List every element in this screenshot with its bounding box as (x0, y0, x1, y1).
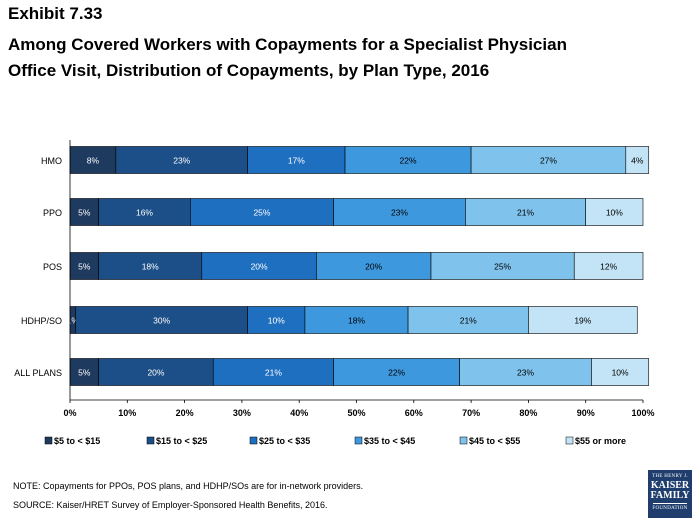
legend-label: $25 to < $35 (259, 436, 310, 446)
x-tick-label: 0% (63, 408, 76, 418)
bar-segment (247, 146, 346, 174)
legend-label: $35 to < $45 (364, 436, 415, 446)
bar-segment (470, 146, 627, 174)
legend-swatch (44, 436, 53, 445)
bar-segment (528, 306, 638, 334)
data-label: 20% (147, 368, 164, 378)
data-label: 18% (142, 262, 159, 272)
data-label: 17% (288, 156, 305, 166)
x-tick-label: 70% (462, 408, 480, 418)
legend-swatch (354, 436, 363, 445)
data-label: 5% (78, 368, 91, 378)
data-label: 23% (391, 208, 408, 218)
bar-segment (625, 146, 650, 174)
bar-segment (212, 358, 334, 386)
data-label: 27% (540, 156, 557, 166)
data-label: 25% (494, 262, 511, 272)
data-label: 30% (153, 316, 170, 326)
data-label: 5% (78, 262, 91, 272)
x-tick-label: 90% (577, 408, 595, 418)
data-label: 23% (517, 368, 534, 378)
data-label: 10% (268, 316, 285, 326)
bar-segment (573, 252, 644, 280)
chart-title: Among Covered Workers with Copayments fo… (8, 35, 567, 80)
data-label: 5% (78, 208, 91, 218)
data-label: 19% (574, 316, 591, 326)
logo-line-2: KAISER (650, 480, 690, 491)
x-tick-label: 10% (118, 408, 136, 418)
category-label: HMO (41, 156, 62, 166)
data-label: 21% (265, 368, 282, 378)
data-label: 22% (400, 156, 417, 166)
bar-segment (407, 306, 529, 334)
bar-segment (316, 252, 432, 280)
bar-segment (75, 306, 248, 334)
category-label: ALL PLANS (14, 368, 62, 378)
data-label: 10% (612, 368, 629, 378)
x-tick-label: 80% (519, 408, 537, 418)
category-label: HDHP/SO (21, 316, 62, 326)
chart-note: NOTE: Copayments for PPOs, POS plans, an… (13, 481, 364, 491)
data-label: 20% (251, 262, 268, 272)
category-label: POS (43, 262, 62, 272)
data-label: 10% (606, 208, 623, 218)
category-label: PPO (43, 208, 62, 218)
bar-segment (201, 252, 317, 280)
legend-label: $45 to < $55 (469, 436, 520, 446)
bar-segment (190, 198, 334, 226)
x-tick-label: 30% (233, 408, 251, 418)
data-label: 4% (631, 156, 644, 166)
chart-source: SOURCE: Kaiser/HRET Survey of Employer-S… (13, 500, 328, 510)
data-label: 20% (365, 262, 382, 272)
data-label: 21% (517, 208, 534, 218)
logo-line-1: THE HENRY J. (652, 474, 688, 479)
legend-label: $55 or more (575, 436, 626, 446)
data-label: 23% (173, 156, 190, 166)
data-label: 16% (136, 208, 153, 218)
legend-label: $15 to < $25 (156, 436, 207, 446)
bar-segment (465, 198, 586, 226)
logo-line-3: FAMILY (650, 490, 690, 501)
x-tick-label: 100% (631, 408, 654, 418)
logo-line-4: FOUNDATION (652, 506, 688, 511)
bar-segment (459, 358, 592, 386)
data-label: 21% (460, 316, 477, 326)
bar-segment (591, 358, 650, 386)
bar-segment (430, 252, 575, 280)
bar-segment (98, 198, 191, 226)
stacked-bar-chart: HMO PPO POS HDHP/SO ALL PLANS 8% 23% 17% 22% 27% 4… (14, 140, 655, 446)
x-tick-label: 60% (405, 408, 423, 418)
data-label: 18% (348, 316, 365, 326)
x-tick-label: 20% (176, 408, 194, 418)
exhibit-number: Exhibit 7.33 (8, 4, 103, 23)
data-label: 8% (87, 156, 100, 166)
data-label: 22% (388, 368, 405, 378)
data-label: 25% (253, 208, 270, 218)
bar-segment (247, 306, 306, 334)
data-label: 12% (600, 262, 617, 272)
bar-segment (98, 252, 203, 280)
legend-swatch (249, 436, 258, 445)
kff-logo: THE HENRY J. KAISER FAMILY FOUNDATION (648, 470, 692, 518)
x-tick-label: 40% (290, 408, 308, 418)
bar-segment (115, 146, 248, 174)
bar-segment (304, 306, 409, 334)
data-label: 1% (67, 316, 80, 326)
legend-swatch (146, 436, 155, 445)
x-tick-label: 50% (347, 408, 365, 418)
bar-segment (333, 198, 466, 226)
legend-swatch (459, 436, 468, 445)
legend-label: $5 to < $15 (54, 436, 100, 446)
legend-swatch (565, 436, 574, 445)
bar-segment (585, 198, 644, 226)
